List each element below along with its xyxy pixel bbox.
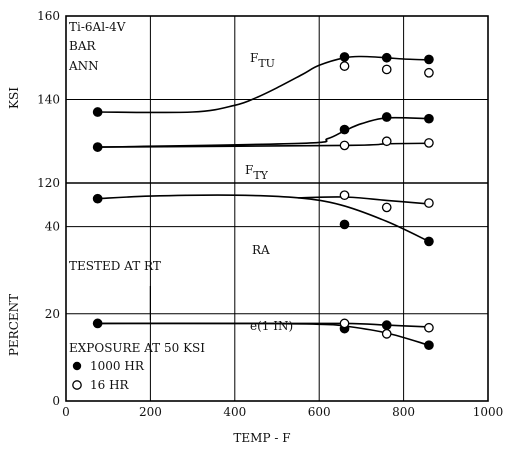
data-point-16hr xyxy=(381,202,392,213)
data-point-16hr xyxy=(339,190,350,201)
data-point-1000hr xyxy=(92,193,103,204)
data-point-1000hr xyxy=(424,113,434,124)
x-tick-label: 1000 xyxy=(473,405,504,419)
series-label-ftu: FTU xyxy=(250,51,275,70)
series-label-elongation: e(1 IN) xyxy=(250,319,293,333)
x-tick-label: 200 xyxy=(139,405,162,419)
y-tick-label: 20 xyxy=(45,307,60,321)
data-point-1000hr xyxy=(92,142,103,152)
series-line-ductility-1-1 xyxy=(97,322,429,328)
y-tick-label: 160 xyxy=(37,9,60,23)
material-label: Ti-6Al-4V xyxy=(69,20,126,34)
data-point-1000hr xyxy=(92,318,103,329)
data-point-16hr xyxy=(381,64,392,75)
data-point-16hr xyxy=(381,136,392,147)
series-line-strength-1-1 xyxy=(97,142,429,148)
x-axis-label: TEMP - F xyxy=(233,431,290,445)
tested-at-label: TESTED AT RT xyxy=(69,259,161,273)
data-point-1000hr xyxy=(339,124,350,135)
data-point-16hr xyxy=(381,329,392,339)
condition-label: ANN xyxy=(68,59,99,73)
y-tick-labels: 120 140 160 0 20 40 xyxy=(37,9,60,408)
x-tick-label: 400 xyxy=(223,405,246,419)
plot-frame xyxy=(65,15,489,402)
series-line-ductility-0-0 xyxy=(97,194,430,243)
legend-marker-filled xyxy=(72,361,82,371)
series-line-ductility-0-1 xyxy=(298,196,429,205)
y-axis-label-percent: PERCENT xyxy=(7,294,21,356)
data-point-1000hr xyxy=(381,320,392,330)
data-points xyxy=(92,52,434,351)
data-point-1000hr xyxy=(424,340,434,351)
legend-marker-open xyxy=(72,380,82,390)
series-label-ra: RA xyxy=(252,243,270,257)
legend-label-16hr: 16 HR xyxy=(90,378,130,392)
exposure-label: EXPOSURE AT 50 KSI xyxy=(69,341,205,355)
x-tick-label: 0 xyxy=(62,405,70,419)
data-point-1000hr xyxy=(381,52,392,63)
data-point-1000hr xyxy=(424,54,434,65)
data-point-16hr xyxy=(424,322,434,333)
data-point-16hr xyxy=(339,140,350,151)
data-point-16hr xyxy=(424,138,434,148)
x-tick-label: 800 xyxy=(392,405,415,419)
y-tick-label: 40 xyxy=(45,220,60,234)
y-tick-label: 0 xyxy=(52,394,60,408)
y-axis-label-ksi: KSI xyxy=(7,87,21,109)
data-point-16hr xyxy=(339,61,350,71)
series-label-fty: FTY xyxy=(245,163,269,182)
legend-label-1000hr: 1000 HR xyxy=(90,359,145,373)
data-point-16hr xyxy=(424,67,434,78)
legend: 1000 HR 16 HR xyxy=(72,359,145,392)
x-tick-labels: 0 200 400 600 800 1000 xyxy=(62,405,503,419)
data-point-1000hr xyxy=(381,112,392,122)
y-tick-label: 140 xyxy=(37,93,60,107)
form-label: BAR xyxy=(69,39,96,53)
data-point-16hr xyxy=(339,318,350,329)
y-tick-label: 120 xyxy=(37,176,60,190)
data-point-16hr xyxy=(424,198,434,208)
x-tick-label: 600 xyxy=(308,405,331,419)
data-point-1000hr xyxy=(339,52,350,62)
grid-lines xyxy=(66,16,488,401)
series-line-strength-1-0 xyxy=(97,116,429,148)
data-point-1000hr xyxy=(339,219,350,230)
data-point-1000hr xyxy=(424,236,434,247)
data-point-1000hr xyxy=(92,107,103,117)
